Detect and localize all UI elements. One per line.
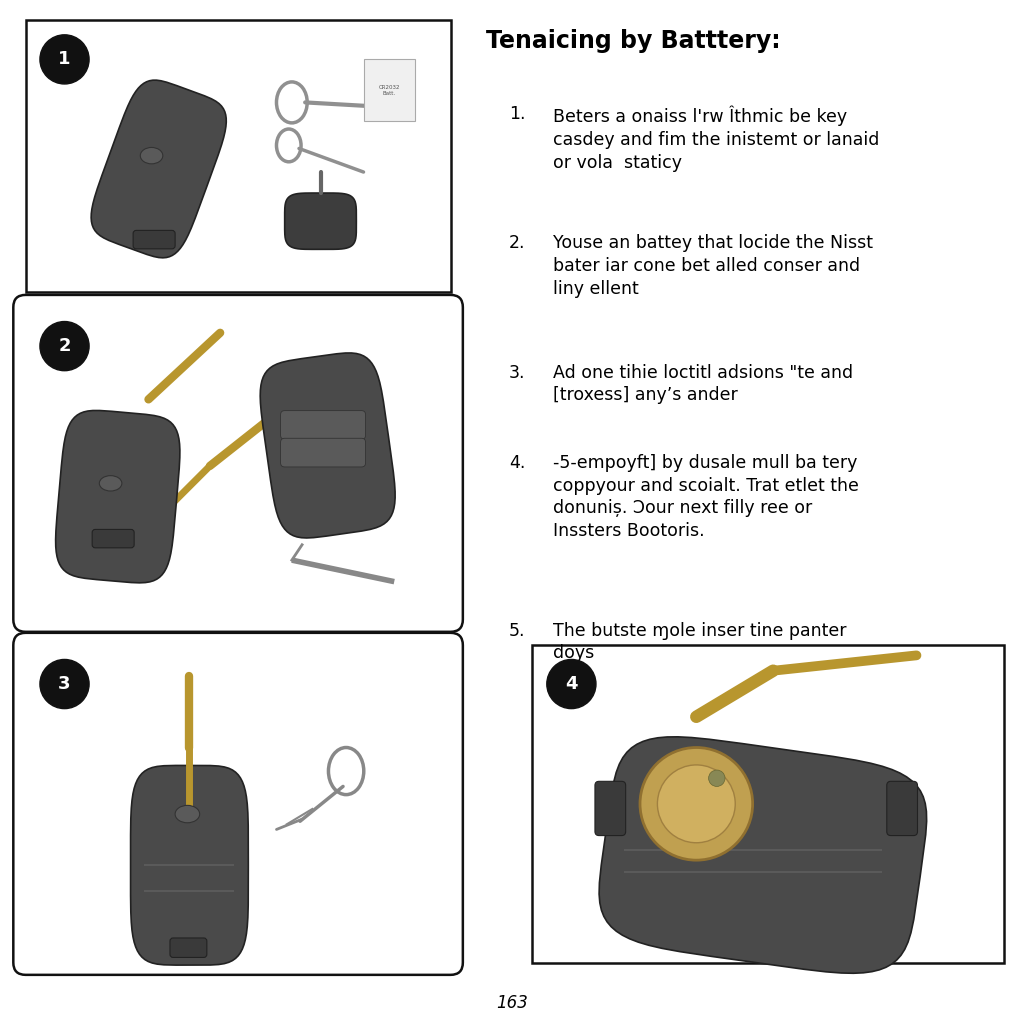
Bar [26,20,451,292]
FancyBboxPatch shape [170,938,207,957]
Text: Youse an battey that locide the Nisst
bater iar cone bet alled conser and
liny e: Youse an battey that locide the Nisst ba… [553,234,872,298]
Text: 1: 1 [58,50,71,69]
Polygon shape [131,766,248,965]
Circle shape [40,659,89,709]
Text: 3: 3 [58,675,71,693]
FancyBboxPatch shape [13,633,463,975]
Ellipse shape [140,147,163,164]
Text: Beters a onaiss l'rw Îthmic be key
casdey and fim the inistemt or lanaid
or vola: Beters a onaiss l'rw Îthmic be key casde… [553,105,880,172]
Circle shape [547,659,596,709]
Circle shape [640,748,753,860]
Bar [364,59,415,121]
Text: Ad one tihie loctitl adsions "te and
[troxess] any’s ander: Ad one tihie loctitl adsions "te and [tr… [553,364,853,404]
Text: 4.: 4. [509,454,525,472]
Ellipse shape [99,475,122,490]
Text: 5.: 5. [509,622,525,640]
Polygon shape [260,353,395,538]
Ellipse shape [175,805,200,823]
Text: 3.: 3. [509,364,525,382]
FancyBboxPatch shape [281,411,366,439]
FancyBboxPatch shape [92,529,134,548]
Text: 4: 4 [565,675,578,693]
Text: The butste ɱole inser tine panter
doys: The butste ɱole inser tine panter doys [553,622,847,663]
Circle shape [40,322,89,371]
FancyBboxPatch shape [13,295,463,632]
Polygon shape [599,737,927,973]
Text: 2: 2 [58,337,71,355]
Circle shape [40,35,89,84]
Polygon shape [91,80,226,258]
Text: 1.: 1. [509,105,525,124]
FancyBboxPatch shape [595,781,626,836]
Text: CR2032
Batt.: CR2032 Batt. [379,85,399,95]
FancyBboxPatch shape [133,230,175,249]
Text: -5-empoyft] by dusale mull ba tery
coppyour and scoialt. Trat etlet the
donuniș.: -5-empoyft] by dusale mull ba tery coppy… [553,454,859,541]
Text: 2.: 2. [509,234,525,253]
FancyBboxPatch shape [281,438,366,467]
Circle shape [657,765,735,843]
Text: 163: 163 [496,993,528,1012]
Text: Tenaicing by Batttery:: Tenaicing by Batttery: [486,29,781,52]
Bar [532,645,1004,963]
Circle shape [709,770,725,786]
Polygon shape [55,411,180,583]
FancyBboxPatch shape [887,781,918,836]
Polygon shape [285,194,356,249]
